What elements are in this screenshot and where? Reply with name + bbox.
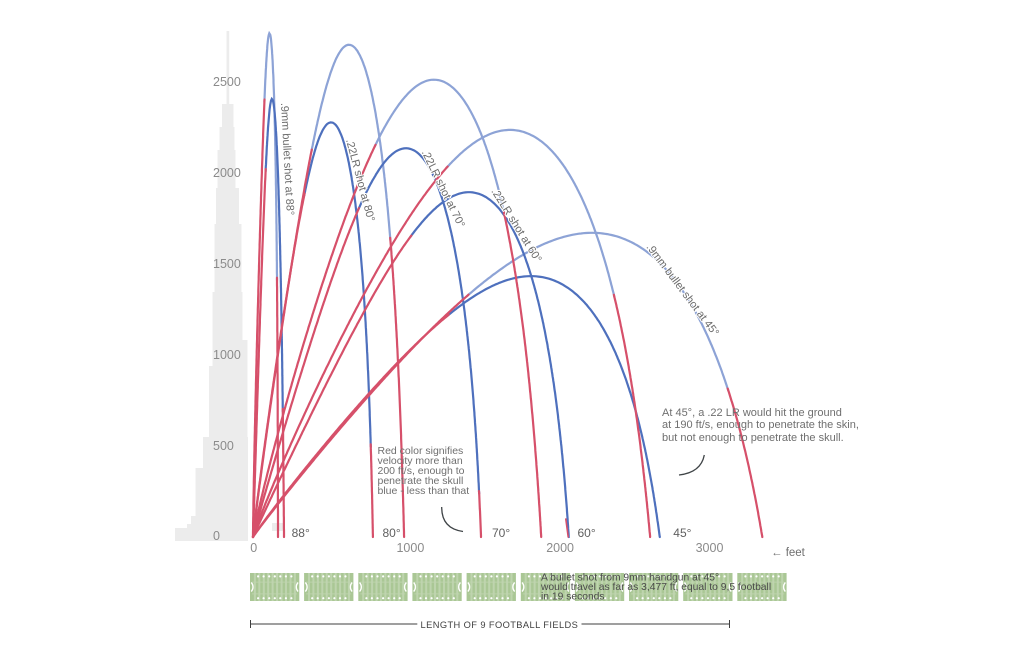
svg-text:0: 0: [213, 529, 220, 543]
svg-text:2500: 2500: [213, 75, 241, 89]
svg-text:70°: 70°: [492, 526, 510, 540]
svg-text:would travel as far as 3,477 f: would travel as far as 3,477 ft, equal t…: [540, 582, 771, 593]
svg-text:A bullet shot from 9mm handgun: A bullet shot from 9mm handgun at 45°: [541, 573, 719, 584]
svg-text:0: 0: [250, 541, 257, 555]
svg-text:1000: 1000: [396, 541, 424, 555]
svg-text:200 ft/s, enough to: 200 ft/s, enough to: [378, 465, 465, 477]
svg-text:2000: 2000: [213, 166, 241, 180]
svg-text:Red color signifies: Red color signifies: [378, 445, 464, 457]
svg-text:2000: 2000: [546, 541, 574, 555]
svg-text:3000: 3000: [696, 541, 724, 555]
svg-text:500: 500: [213, 439, 234, 453]
svg-text:At 45°, a .22 LR would hit the: At 45°, a .22 LR would hit the ground: [662, 407, 842, 419]
svg-text:80°: 80°: [383, 526, 401, 540]
svg-text:88°: 88°: [292, 526, 310, 540]
svg-text:LENGTH OF 9 FOOTBALL FIELDS: LENGTH OF 9 FOOTBALL FIELDS: [421, 620, 579, 630]
svg-text:at 190 ft/s, enough to penetra: at 190 ft/s, enough to penetrate the ski…: [662, 419, 859, 431]
svg-text:1500: 1500: [213, 257, 241, 271]
svg-text:in 19 seconds: in 19 seconds: [541, 592, 605, 603]
svg-text:60°: 60°: [578, 526, 596, 540]
svg-text:but not enough to penetrate th: but not enough to penetrate the skull.: [662, 432, 844, 444]
svg-text:← feet: ← feet: [771, 547, 806, 559]
svg-text:1000: 1000: [213, 348, 241, 362]
svg-text:velocity more than: velocity more than: [378, 455, 463, 467]
svg-text:45°: 45°: [673, 526, 691, 540]
svg-text:penetrate the skull: penetrate the skull: [378, 475, 464, 487]
svg-text:blue - less than that: blue - less than that: [378, 485, 470, 497]
